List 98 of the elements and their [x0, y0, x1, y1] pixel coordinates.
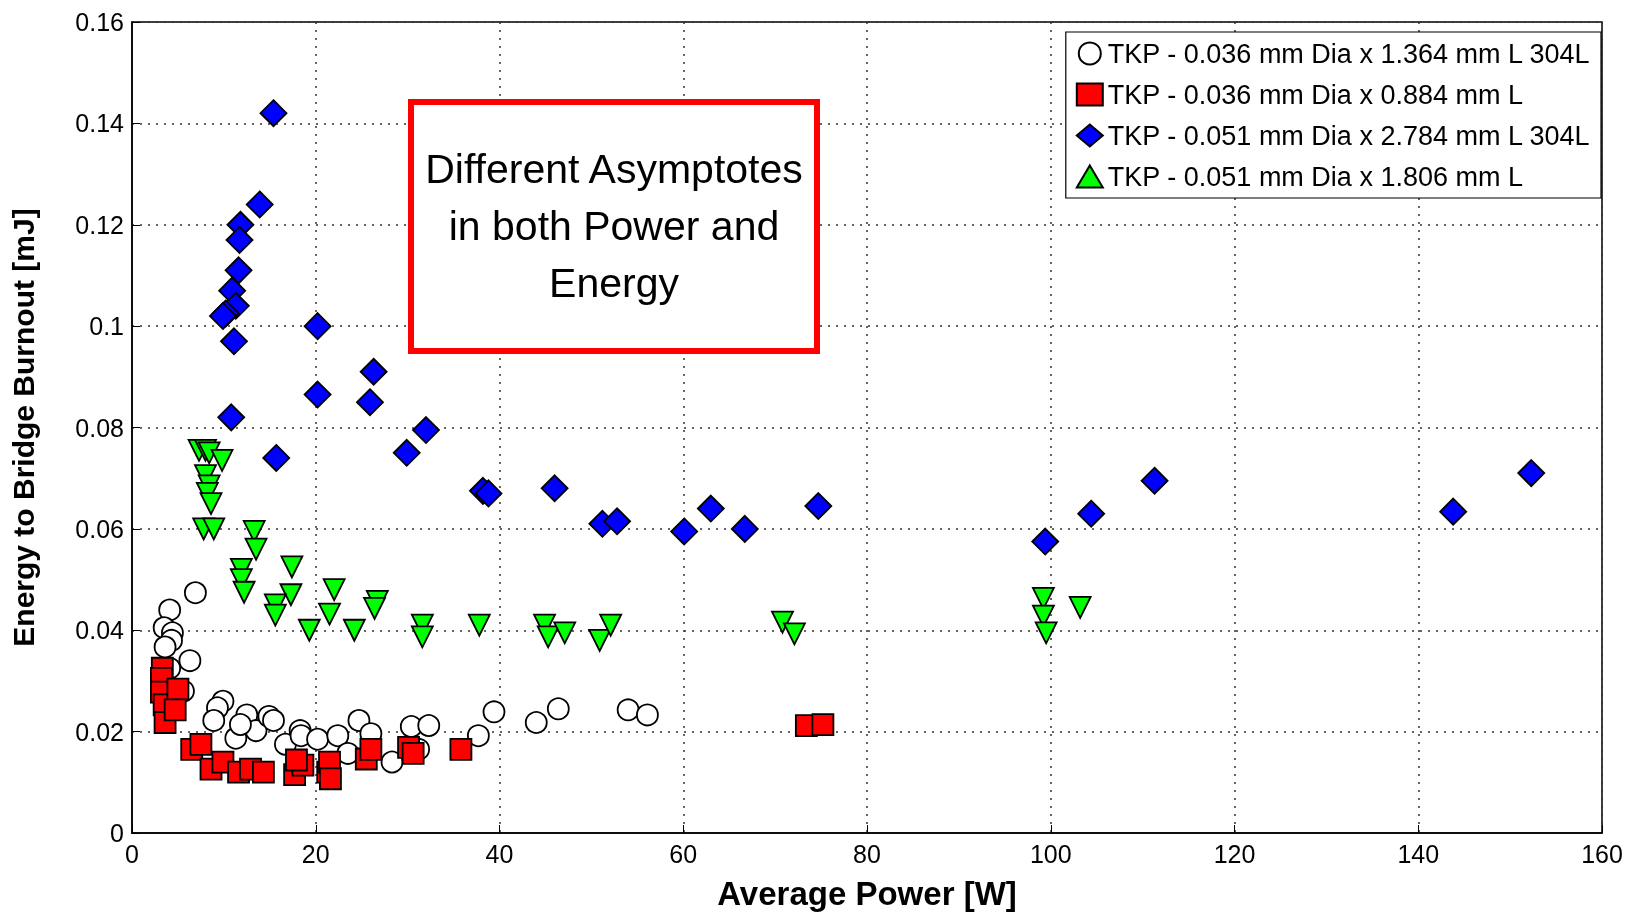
- point: [1077, 499, 1106, 528]
- point: [184, 581, 207, 605]
- point: [342, 618, 366, 642]
- point: [280, 555, 304, 579]
- point: [158, 598, 182, 622]
- point: [210, 449, 234, 472]
- point: [804, 492, 833, 520]
- point: [546, 697, 570, 721]
- x-tick-label: 60: [669, 839, 698, 868]
- point: [783, 622, 806, 646]
- point: [553, 621, 577, 645]
- point: [636, 703, 659, 727]
- point: [326, 724, 350, 748]
- point: [244, 537, 268, 561]
- point: [1517, 459, 1546, 488]
- legend-label: TKP - 0.051 mm Dia x 1.806 mm L: [1107, 161, 1523, 192]
- legend-label: TKP - 0.051 mm Dia x 2.784 mm L 304L: [1107, 120, 1590, 151]
- point: [220, 327, 248, 356]
- point: [603, 507, 631, 536]
- point: [412, 416, 440, 444]
- point: [303, 380, 332, 409]
- point: [392, 438, 421, 467]
- point: [1034, 621, 1058, 645]
- y-tick-label: 0.16: [75, 8, 124, 36]
- point: [163, 698, 187, 722]
- y-tick-label: 0: [110, 819, 124, 847]
- legend-label: TKP - 0.036 mm Dia x 0.884 mm L: [1107, 79, 1523, 110]
- point: [588, 628, 612, 652]
- annotation: Different Asymptotes in both Power and Energy: [408, 99, 820, 354]
- point: [217, 403, 246, 432]
- x-tick-label: 160: [1581, 839, 1623, 868]
- point: [466, 724, 490, 748]
- point: [599, 613, 623, 637]
- point: [262, 709, 285, 732]
- point: [262, 444, 291, 472]
- point: [410, 625, 434, 649]
- x-tick-label: 140: [1397, 839, 1440, 868]
- point: [670, 517, 699, 546]
- point: [359, 357, 388, 386]
- point: [202, 709, 226, 732]
- point: [259, 99, 288, 128]
- point: [1068, 596, 1092, 619]
- point: [474, 479, 503, 508]
- x-tick-label: 100: [1029, 839, 1072, 868]
- point: [263, 603, 287, 627]
- x-axis-title: Average Power [W]: [717, 875, 1017, 912]
- point: [467, 613, 491, 637]
- point: [232, 580, 256, 604]
- point: [306, 727, 329, 751]
- point: [245, 190, 274, 219]
- y-tick-label: 0.12: [75, 210, 124, 239]
- point: [285, 748, 308, 772]
- point: [297, 618, 321, 642]
- x-tick-label: 40: [485, 839, 514, 868]
- point: [359, 737, 383, 761]
- x-tick-label: 120: [1213, 839, 1256, 868]
- y-axis-title: Energy to Bridge Burnout [mJ]: [6, 208, 40, 647]
- legend-label: TKP - 0.036 mm Dia x 1.364 mm L 304L: [1107, 38, 1590, 69]
- point: [251, 760, 275, 784]
- point: [1439, 497, 1468, 526]
- point: [482, 700, 506, 724]
- y-tick-label: 0.02: [75, 717, 124, 746]
- point: [449, 737, 473, 761]
- point: [356, 388, 384, 417]
- y-tick-label: 0.08: [75, 413, 124, 442]
- point: [401, 742, 425, 765]
- point: [318, 602, 341, 626]
- point: [202, 517, 226, 541]
- point: [319, 767, 342, 791]
- point: [322, 578, 346, 602]
- point: [1140, 466, 1169, 495]
- point: [153, 635, 177, 659]
- y-tick-label: 0.06: [75, 514, 124, 543]
- y-tick-label: 0.14: [75, 109, 125, 138]
- point: [1031, 527, 1060, 556]
- point: [225, 226, 254, 254]
- point: [178, 649, 202, 673]
- point: [616, 698, 640, 722]
- point: [730, 514, 759, 543]
- point: [811, 713, 835, 736]
- point: [771, 610, 794, 634]
- point: [303, 312, 332, 341]
- point: [189, 732, 213, 756]
- point: [417, 714, 441, 737]
- point: [536, 625, 560, 649]
- point: [199, 492, 223, 515]
- point: [696, 494, 725, 523]
- point: [524, 711, 548, 734]
- point: [279, 583, 303, 607]
- x-tick-label: 20: [301, 839, 330, 868]
- point: [540, 474, 569, 503]
- x-tick-label: 80: [853, 839, 881, 868]
- point: [229, 713, 252, 736]
- point: [363, 597, 386, 620]
- point: [380, 750, 404, 774]
- y-tick-label: 0.04: [75, 616, 125, 645]
- point: [224, 256, 253, 285]
- y-tick-label: 0.1: [89, 312, 124, 341]
